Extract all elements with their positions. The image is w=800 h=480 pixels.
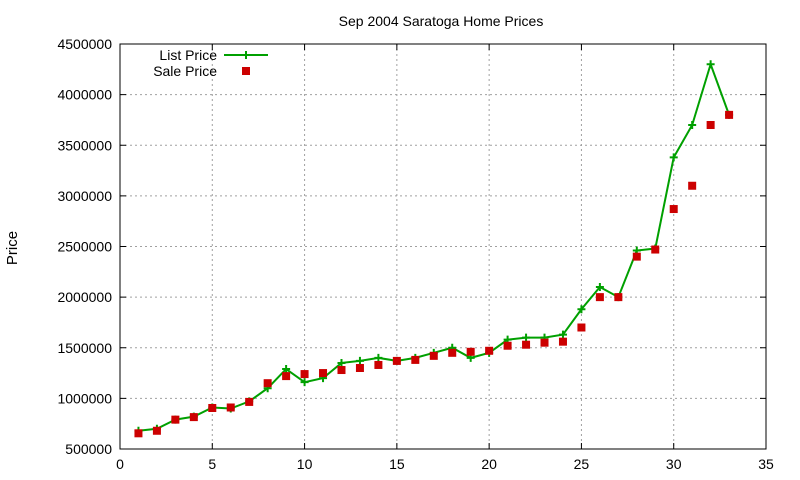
data-point xyxy=(374,353,383,362)
data-point xyxy=(706,121,715,129)
data-point xyxy=(614,293,623,302)
y-axis-label: Price xyxy=(4,231,21,265)
data-point xyxy=(448,348,457,357)
data-point xyxy=(319,369,328,378)
data-point xyxy=(189,413,198,422)
x-tick-label: 10 xyxy=(297,456,313,472)
plot-frame xyxy=(119,43,767,450)
data-point xyxy=(595,283,604,291)
y-tick-label: 4000000 xyxy=(57,87,112,103)
legend-label: Sale Price xyxy=(153,63,217,79)
data-point xyxy=(558,330,567,339)
data-point xyxy=(152,426,161,435)
series-line xyxy=(138,61,731,432)
axis-ticks: 0 5 10 15 20 25 30 35 500000 1000000 1500000 200000… xyxy=(57,36,774,472)
x-tick-label: 5 xyxy=(208,456,216,472)
data-point xyxy=(595,293,604,302)
series-list-price xyxy=(134,60,734,435)
data-point xyxy=(522,333,531,342)
y-tick-label: 1500000 xyxy=(57,340,112,356)
data-point xyxy=(355,364,364,372)
data-point xyxy=(688,181,697,190)
data-point xyxy=(226,403,235,412)
data-point xyxy=(300,378,309,387)
data-point xyxy=(134,429,143,438)
y-tick-label: 2500000 xyxy=(57,239,112,255)
x-tick-label: 0 xyxy=(116,456,124,472)
data-point xyxy=(669,153,678,162)
grid xyxy=(120,44,766,449)
data-point xyxy=(282,372,291,381)
data-point xyxy=(688,121,697,129)
data-point xyxy=(669,205,678,214)
data-point xyxy=(374,360,383,369)
data-point xyxy=(485,346,494,355)
data-point xyxy=(429,351,438,360)
data-point xyxy=(577,323,586,332)
chart-title: Sep 2004 Saratoga Home Prices xyxy=(339,13,544,29)
y-tick-label: 1000000 xyxy=(57,390,112,406)
data-point xyxy=(651,245,660,254)
data-point xyxy=(337,366,346,375)
data-point xyxy=(503,341,512,350)
x-tick-label: 35 xyxy=(758,456,774,472)
x-tick-label: 20 xyxy=(481,456,497,472)
data-point xyxy=(171,415,180,424)
data-point xyxy=(263,379,272,388)
data-point xyxy=(355,356,364,365)
data-point xyxy=(466,347,475,356)
data-point xyxy=(725,110,734,119)
x-tick-label: 30 xyxy=(666,456,682,472)
y-tick-label: 3500000 xyxy=(57,137,112,153)
y-tick-label: 3000000 xyxy=(57,188,112,204)
data-point xyxy=(632,252,641,261)
data-point xyxy=(411,355,420,364)
x-tick-label: 25 xyxy=(574,456,590,472)
data-point xyxy=(540,338,549,347)
data-point xyxy=(706,60,715,69)
data-point xyxy=(208,403,217,412)
x-tick-label: 15 xyxy=(389,456,405,472)
data-point xyxy=(337,358,346,367)
y-tick-label: 2000000 xyxy=(57,289,112,305)
data-point xyxy=(558,337,567,346)
data-point xyxy=(522,340,531,349)
legend-marker xyxy=(242,67,250,75)
data-point xyxy=(577,305,586,314)
data-point xyxy=(300,370,309,379)
data-point xyxy=(245,397,254,406)
data-point xyxy=(282,365,291,374)
legend-marker xyxy=(242,51,250,59)
series-layer xyxy=(134,60,734,438)
data-point xyxy=(392,356,401,365)
legend-label: List Price xyxy=(159,47,217,63)
y-tick-label: 4500000 xyxy=(57,36,112,52)
y-tick-label: 500000 xyxy=(65,441,112,457)
series-sale-price xyxy=(134,110,734,438)
